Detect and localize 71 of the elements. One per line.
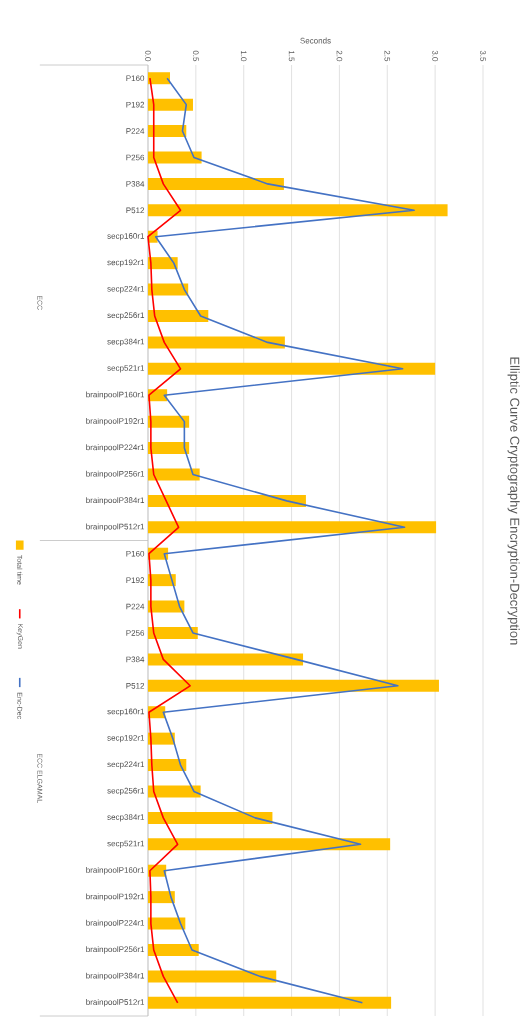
y-tick-label: secp192r1 <box>107 259 145 267</box>
x-tick-label: 1.0 <box>240 50 247 62</box>
y-tick-label: secp224r1 <box>107 285 145 294</box>
bar <box>148 415 190 428</box>
y-tick-label: brainpoolP256r1 <box>86 946 145 954</box>
bar <box>148 283 189 296</box>
x-tick-label: 3.5 <box>480 50 486 62</box>
y-tick-label: secp384r1 <box>107 338 145 347</box>
bar <box>148 838 391 851</box>
bar <box>148 98 193 111</box>
y-tick-label: P384 <box>126 656 145 663</box>
y-tick-label: brainpoolP512r1 <box>86 999 145 1007</box>
bar <box>148 521 437 534</box>
bar <box>148 151 202 164</box>
y-tick-label: brainpoolP224r1 <box>86 919 145 928</box>
y-tick-label: brainpoolP384r1 <box>86 497 145 505</box>
y-tick-label: P160 <box>126 75 145 82</box>
y-tick-label: P512 <box>126 207 145 214</box>
y-tick-label: brainpoolP384r1 <box>86 972 145 981</box>
x-tick-label: 0.5 <box>193 50 199 62</box>
y-tick-label: secp521r1 <box>107 840 145 848</box>
y-tick-label: P384 <box>126 181 145 187</box>
y-tick-label: P256 <box>126 154 145 161</box>
bar <box>148 362 436 375</box>
bar <box>148 970 277 983</box>
bar <box>148 653 304 666</box>
y-tick-label: secp224r1 <box>107 761 145 769</box>
y-tick-label: secp256r1 <box>107 787 145 796</box>
y-tick-label: brainpoolP160r1 <box>86 866 145 875</box>
bar <box>148 72 171 85</box>
bar <box>148 785 201 798</box>
y-tick-label: secp384r1 <box>107 814 145 822</box>
bar <box>148 442 190 455</box>
y-tick-label: secp160r1 <box>107 708 145 716</box>
y-tick-label: brainpoolP160r1 <box>86 391 145 399</box>
bar <box>148 204 448 217</box>
y-tick-label: brainpoolP224r1 <box>86 444 145 452</box>
y-tick-label: secp521r1 <box>107 365 145 373</box>
bar <box>148 943 199 956</box>
x-tick-label: 1.5 <box>288 50 295 62</box>
y-tick-label: secp160r1 <box>107 233 145 241</box>
bar <box>148 336 285 349</box>
bar <box>148 811 273 824</box>
y-tick-label: P224 <box>126 128 145 134</box>
bar <box>148 125 187 138</box>
y-tick-label: secp256r1 <box>107 312 145 320</box>
bar <box>148 177 284 190</box>
y-tick-label: brainpoolP256r1 <box>86 470 145 479</box>
x-tick-label: 2.5 <box>384 50 391 62</box>
x-axis-title: Seconds <box>300 37 331 44</box>
bar <box>148 679 439 692</box>
y-tick-label: P256 <box>126 630 145 636</box>
y-tick-label: P192 <box>126 577 145 583</box>
bar <box>148 759 187 772</box>
y-tick-label: P192 <box>126 101 145 108</box>
y-tick-label: brainpoolP192r1 <box>86 893 145 901</box>
bar <box>148 626 198 639</box>
bar <box>148 996 392 1009</box>
bar <box>148 309 209 322</box>
x-tick-label: 3.0 <box>432 50 438 62</box>
x-tick-label: 2.0 <box>336 50 343 62</box>
y-tick-label: brainpoolP512r1 <box>86 523 145 532</box>
y-tick-label: P512 <box>126 682 145 689</box>
y-tick-label: P160 <box>126 550 145 557</box>
bar <box>148 468 200 481</box>
y-tick-label: P224 <box>126 603 145 610</box>
x-tick-label: 0.0 <box>145 50 151 62</box>
y-tick-label: brainpoolP192r1 <box>86 417 145 426</box>
text: Elliptic Curve Cryptography Encryption-Decryption <box>507 357 520 645</box>
y-tick-label: secp192r1 <box>107 735 145 743</box>
bar <box>148 494 306 507</box>
